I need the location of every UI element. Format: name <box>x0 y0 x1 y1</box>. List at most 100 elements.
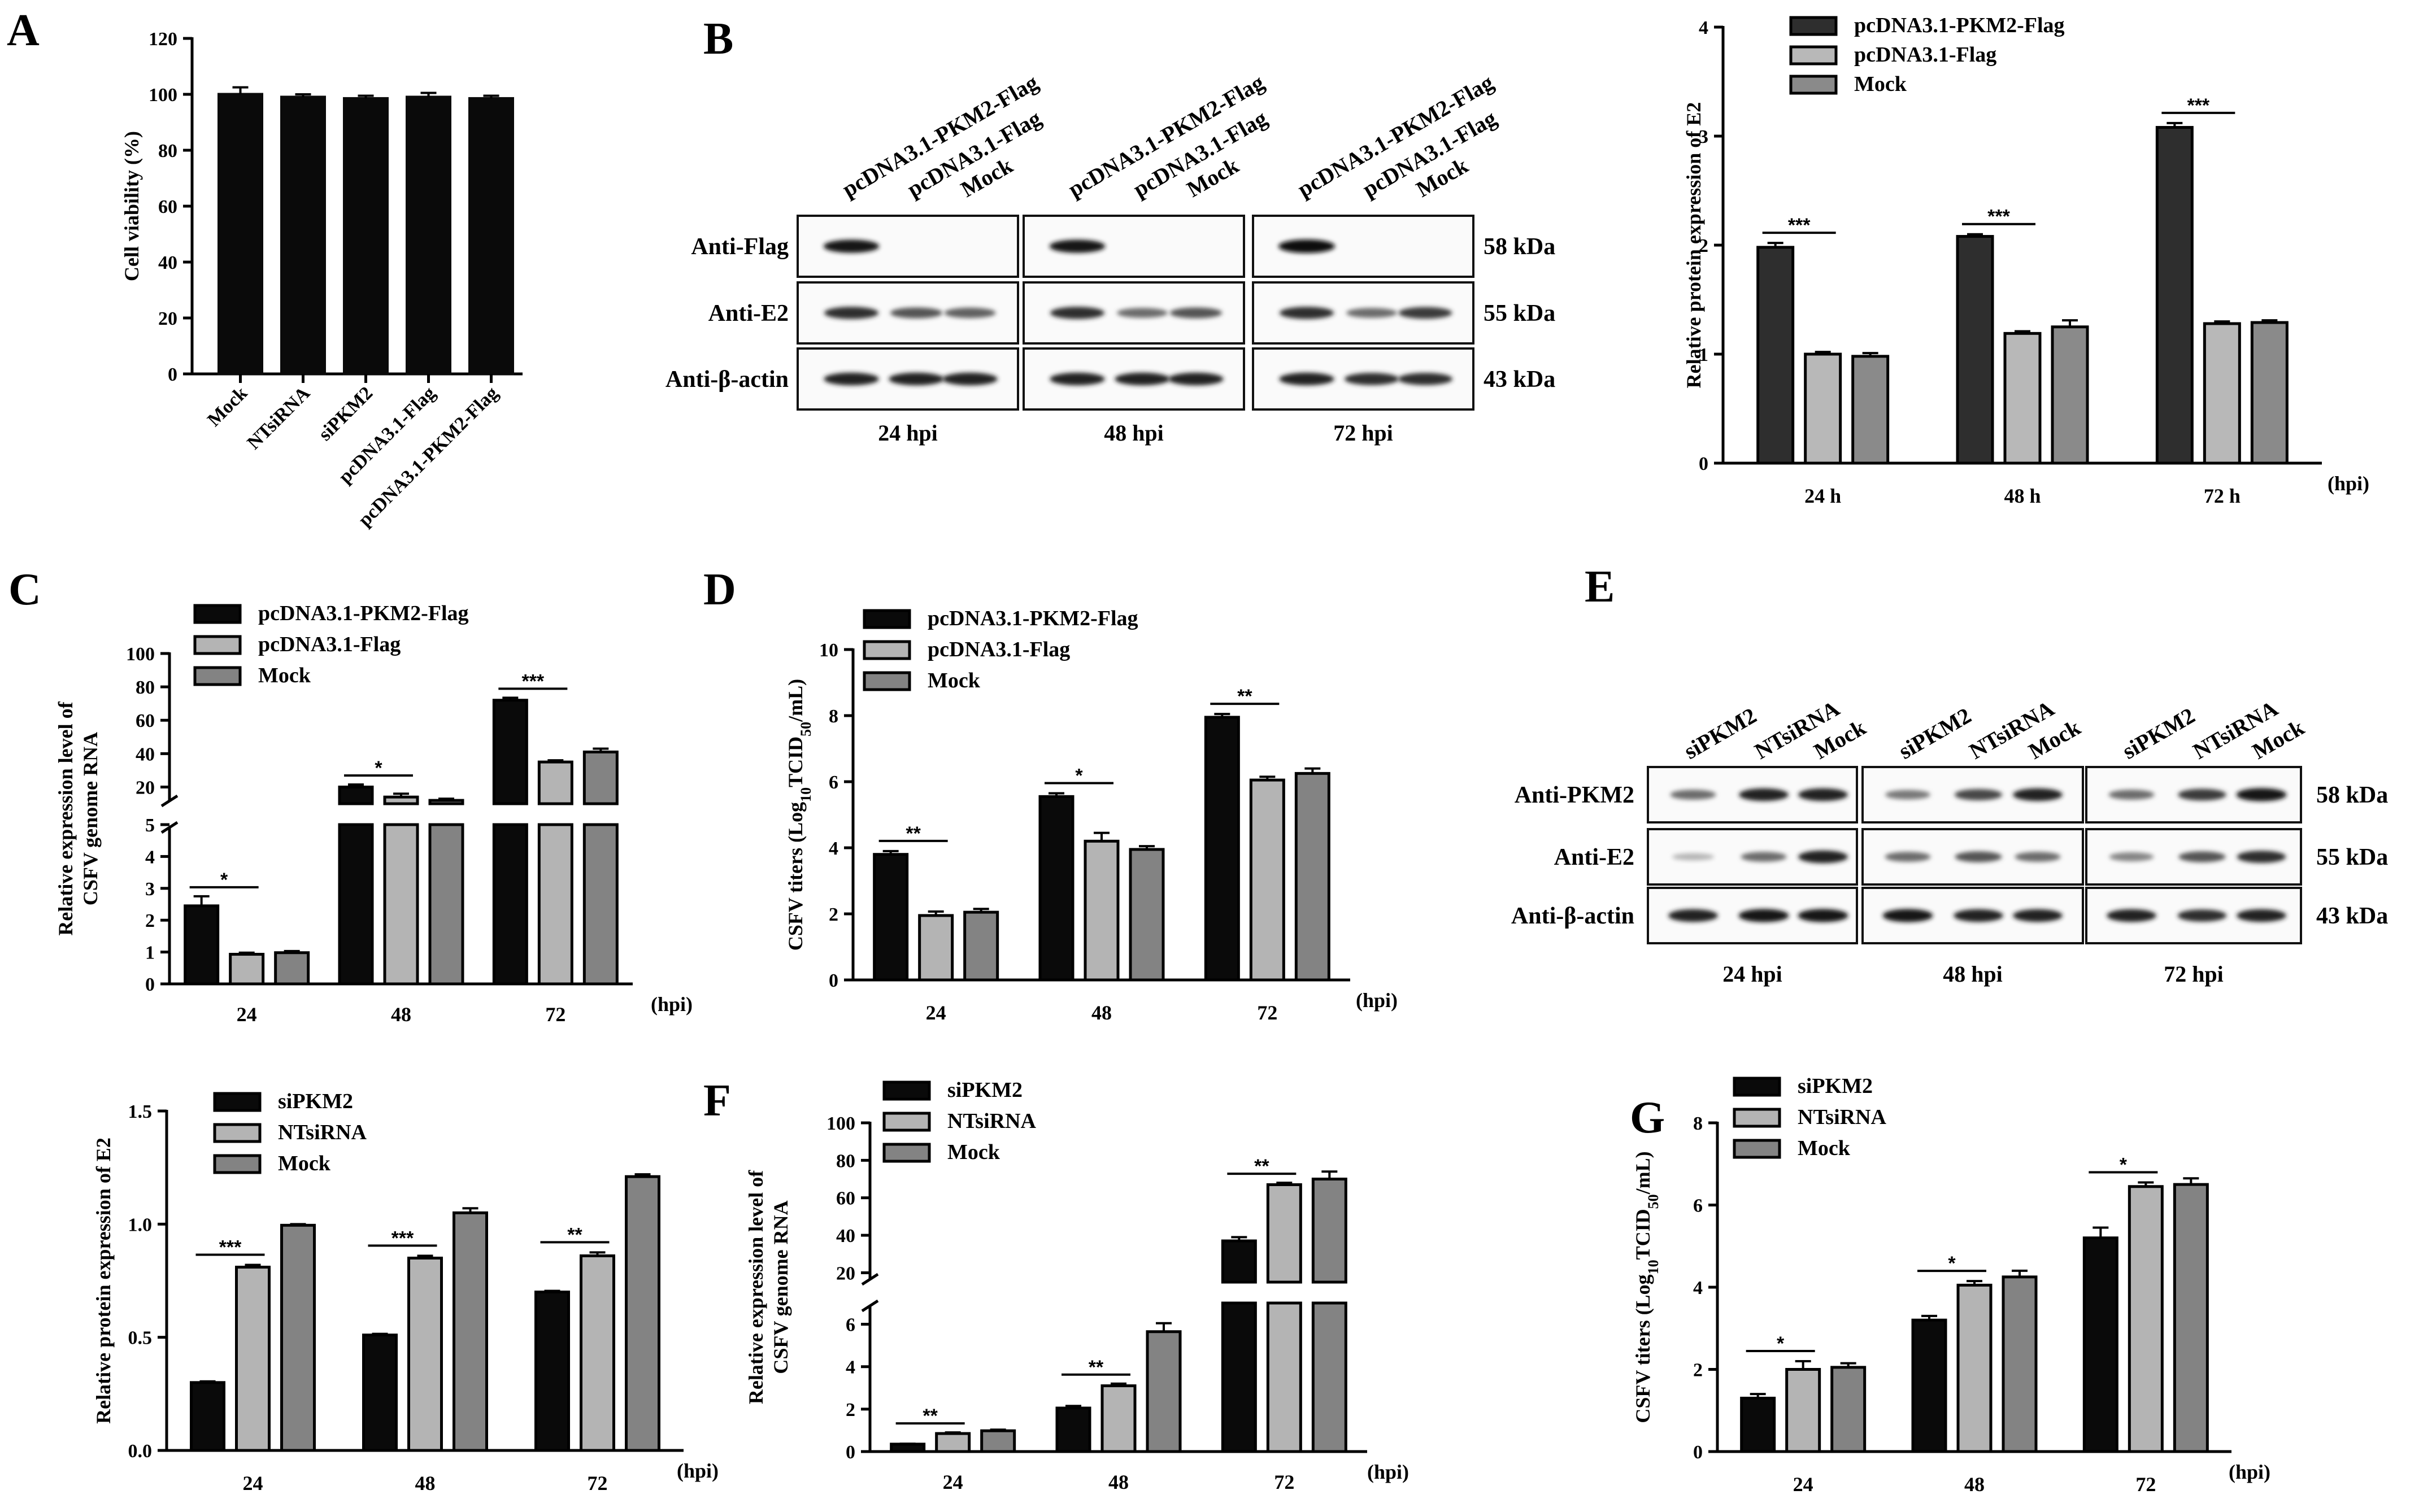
bar-NTsiRNA-0 <box>1785 1368 1821 1453</box>
y-tick-label: 1 <box>145 943 155 964</box>
error-bar-0-1 <box>372 1332 388 1335</box>
legend-swatch-0 <box>1733 1077 1781 1097</box>
x-tick-label-0: 24 h <box>1804 485 1841 507</box>
bar-pcDNA3.1-PKM2-Flag-0 <box>184 904 220 986</box>
bar-upper-NTsiRNA-2 <box>1266 1183 1302 1284</box>
bar-NTsiRNA-1 <box>407 1256 443 1452</box>
blot-band <box>2108 790 2155 800</box>
lane-label-0-0: siPKM2 <box>1680 703 1761 764</box>
bar-siPKM2-2 <box>534 1291 570 1452</box>
significance-mark: * <box>1777 1333 1785 1354</box>
y-tick-label: 0.5 <box>128 1328 153 1349</box>
error-bar-1-0 <box>1815 351 1831 354</box>
blot-band <box>1954 909 2003 922</box>
timepoint-label-1: 48 hpi <box>1104 420 1164 446</box>
x-tick-label-2: 72 <box>588 1472 608 1494</box>
row-label-0: Anti-PKM2 <box>1515 782 1634 808</box>
axis-break-mark <box>160 794 179 834</box>
chart-e-quantification: 0.0 0.5 1.0 1.5 *** 24 *** 48 ** 72 (hpi) Relative … <box>92 1090 719 1494</box>
bar-Mock-2 <box>2173 1183 2209 1453</box>
bar-Mock-0 <box>963 910 999 982</box>
legend-label-0: pcDNA3.1-PKM2-Flag <box>928 607 1138 630</box>
y-tick-label: 2 <box>846 1400 855 1421</box>
bar-lower-NTsiRNA-2 <box>1266 1301 1302 1453</box>
x-unit-label: (hpi) <box>651 993 693 1016</box>
x-tick-label-2: 72 <box>545 1003 565 1026</box>
error-bar-1-0 <box>1795 1360 1811 1370</box>
significance-mark: *** <box>391 1227 414 1249</box>
significance-mark: ** <box>1237 686 1252 707</box>
lane-label-2-0: siPKM2 <box>2118 703 2199 764</box>
blot-band <box>2013 909 2063 922</box>
x-tick-label-0: 24 <box>1793 1473 1813 1496</box>
y-tick-label: 0 <box>1693 1442 1703 1463</box>
blot-band <box>2015 852 2061 862</box>
bar-pcDNA3.1-PKM2-Flag-1 <box>1038 795 1075 982</box>
error-bar-0-0 <box>193 895 210 906</box>
y-tick-label: 100 <box>826 1113 855 1134</box>
blot-band <box>1117 308 1168 318</box>
row-label-0: Anti-Flag <box>691 234 789 260</box>
bar-siPKM2-2 <box>2082 1236 2118 1453</box>
legend-label-2: Mock <box>947 1140 1000 1164</box>
y-tick-label: 0.0 <box>128 1441 153 1462</box>
size-label-2: 43 kDa <box>2316 903 2388 929</box>
legend-label-1: NTsiRNA <box>1798 1105 1887 1129</box>
x-tick-label-0: Mock <box>203 382 251 430</box>
row-label-1: Anti-E2 <box>1554 844 1634 870</box>
y-tick-label: 2 <box>145 910 155 931</box>
legend-label-2: Mock <box>928 669 981 692</box>
bar-2 <box>343 97 389 376</box>
y-tick-label: 4 <box>1693 1278 1703 1299</box>
y-tick-label: 40 <box>136 744 155 765</box>
y-tick-label: 1 <box>1699 345 1708 365</box>
bar-upper-Mock-1 <box>428 799 464 805</box>
legend-label-2: Mock <box>258 664 311 687</box>
blot-band <box>1798 788 1848 801</box>
panel-label-a: A <box>7 6 40 55</box>
error-bar-1-2 <box>2214 320 2230 324</box>
y-tick-label: 20 <box>158 308 177 329</box>
x-tick-label-2: 72 <box>1274 1471 1294 1493</box>
blot-band <box>1738 909 1789 922</box>
bar-NTsiRNA-2 <box>2128 1185 2164 1453</box>
error-bar-0-2 <box>1231 1236 1247 1241</box>
blot-band <box>1049 239 1106 253</box>
legend-label-0: pcDNA3.1-PKM2-Flag <box>258 602 469 625</box>
y-tick-label: 40 <box>836 1226 855 1247</box>
y-tick-label: 2 <box>1699 236 1708 256</box>
bar-Mock-0 <box>1830 1366 1867 1453</box>
x-tick-label-1: 48 <box>1964 1473 1985 1496</box>
error-bar-2-2 <box>1304 767 1321 774</box>
bar-0 <box>217 93 263 376</box>
panel-label-c: C <box>8 565 41 615</box>
timepoint-label-0: 24 hpi <box>1722 961 1782 987</box>
significance-mark: ** <box>923 1405 938 1427</box>
error-bar-2-0 <box>1840 1362 1856 1367</box>
chart-b-quantification: 0 1 2 3 4 *** 24 h *** 48 h *** 72 h (hpi) Relative … <box>1682 14 2369 507</box>
bar-NTsiRNA-1 <box>1956 1283 1993 1453</box>
bar-siPKM2-1 <box>1055 1406 1091 1453</box>
y-axis-label-line-0: Relative expression level of <box>54 701 77 935</box>
error-bar-1-0 <box>238 951 255 955</box>
x-unit-label: (hpi) <box>2229 1461 2270 1483</box>
significance-mark: * <box>375 757 382 779</box>
error-bar-2-2 <box>593 747 609 752</box>
y-tick-label: 2 <box>1693 1360 1703 1381</box>
x-tick-label-1: 48 h <box>2004 485 2041 507</box>
legend-swatch-1 <box>882 1112 931 1132</box>
bar-lower-Mock-1 <box>428 823 464 986</box>
error-bar-4 <box>483 94 499 99</box>
panel-label-b: B <box>703 14 733 64</box>
error-bar-1-1 <box>1094 831 1110 842</box>
blot-band <box>2178 788 2226 801</box>
legend-swatch-2 <box>863 671 911 691</box>
blot-band <box>942 372 998 386</box>
size-label-0: 58 kDa <box>1484 234 1555 260</box>
bar-NTsiRNA-0 <box>935 1432 971 1453</box>
significance-mark: *** <box>1788 215 1811 236</box>
bar-3 <box>406 95 451 376</box>
bar-upper-pcDNA3.1-Flag-1 <box>383 795 419 805</box>
error-bar-1-1 <box>1967 1280 1982 1286</box>
